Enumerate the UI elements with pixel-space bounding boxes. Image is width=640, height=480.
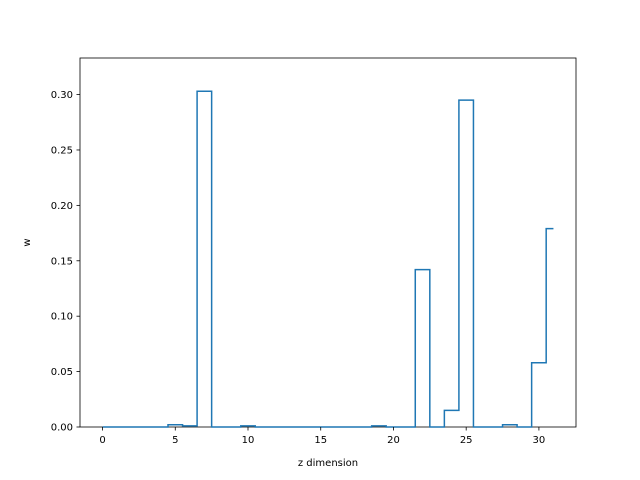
y-tick-label: 0.00 xyxy=(51,423,73,434)
x-tick-label: 10 xyxy=(242,435,255,446)
y-tick-label: 0.15 xyxy=(51,256,73,267)
plot-frame xyxy=(79,57,577,428)
y-tick-label: 0.25 xyxy=(51,145,73,156)
y-axis-ticks: 0.00 0.05 0.10 0.15 0.20 0.25 0.30 xyxy=(51,90,80,434)
x-tick-label: 25 xyxy=(460,435,473,446)
x-axis-ticks: 0 5 10 15 20 25 30 xyxy=(99,427,545,446)
x-axis-label: z dimension xyxy=(298,458,358,469)
y-axis-label: w xyxy=(22,238,33,246)
x-tick-label: 15 xyxy=(314,435,327,446)
series-step-line xyxy=(102,90,554,428)
x-tick-label: 20 xyxy=(387,435,400,446)
x-tick-label: 5 xyxy=(172,435,178,446)
y-tick-label: 0.30 xyxy=(51,90,73,101)
plot-area xyxy=(79,57,577,428)
x-tick-label: 0 xyxy=(99,435,105,446)
y-tick-label: 0.20 xyxy=(51,201,73,212)
x-tick-label: 30 xyxy=(533,435,546,446)
y-tick-label: 0.10 xyxy=(51,312,73,323)
y-tick-label: 0.05 xyxy=(51,367,73,378)
